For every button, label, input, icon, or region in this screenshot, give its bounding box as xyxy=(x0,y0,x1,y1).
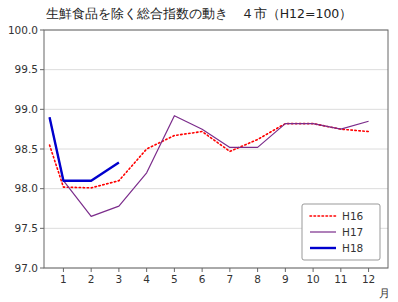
chart-svg: 生鮮食品を除く総合指数の動き ４市（H12=100）97.097.598.098… xyxy=(0,0,398,302)
legend-swatch xyxy=(310,215,336,217)
lines xyxy=(50,116,369,217)
x-tick-label: 6 xyxy=(199,273,206,285)
x-tick-label: 1 xyxy=(60,273,67,285)
x-tick xyxy=(368,268,369,272)
legend-label: H18 xyxy=(342,242,363,254)
series-line xyxy=(50,117,119,180)
x-tick-label: 12 xyxy=(362,273,375,285)
x-tick xyxy=(229,268,230,272)
x-tick xyxy=(285,268,286,272)
x-tick-label: 4 xyxy=(143,273,150,285)
x-tick xyxy=(174,268,175,272)
y-axis: 97.0 97.5 98.0 98.5 99.0 99.5 100.0 xyxy=(8,24,388,274)
y-tick-label: 100.0 xyxy=(8,24,38,36)
grid-line xyxy=(44,109,388,110)
y-tick xyxy=(40,268,44,269)
x-axis-label: 月 xyxy=(379,287,390,299)
grid-line xyxy=(44,69,388,70)
chart-container: 生鮮食品を除く総合指数の動き ４市（H12=100）97.097.598.098… xyxy=(0,0,398,302)
y-tick-label: 97.5 xyxy=(15,222,38,234)
grid-line xyxy=(44,188,388,189)
x-tick xyxy=(63,268,64,272)
title: 生鮮食品を除く総合指数の動き ４市（H12=100） xyxy=(46,6,353,21)
x-tick xyxy=(202,268,203,272)
legend-label: H17 xyxy=(342,226,363,238)
y-tick-label: 98.5 xyxy=(15,143,38,155)
y-tick xyxy=(40,188,44,189)
x-tick-label: 10 xyxy=(306,273,319,285)
x-axis: 123456789101112 xyxy=(60,268,375,285)
x-tick xyxy=(91,268,92,272)
x-tick xyxy=(313,268,314,272)
y-tick xyxy=(40,228,44,229)
x-tick-label: 8 xyxy=(254,273,261,285)
y-tick-label: 99.0 xyxy=(15,103,38,115)
y-tick xyxy=(40,69,44,70)
series-line xyxy=(50,116,369,217)
legend-swatch xyxy=(310,247,336,249)
x-tick-label: 11 xyxy=(334,273,347,285)
x-tick-label: 9 xyxy=(282,273,289,285)
x-tick xyxy=(118,268,119,272)
legend-swatch xyxy=(310,231,336,232)
legend-label: H16 xyxy=(342,210,364,222)
x-tick xyxy=(146,268,147,272)
x-tick xyxy=(257,268,258,272)
x-tick-label: 5 xyxy=(171,273,178,285)
x-tick-label: 2 xyxy=(88,273,95,285)
x-tick xyxy=(340,268,341,272)
grid-line xyxy=(44,149,388,150)
legend: H16 H17 H18 xyxy=(302,204,380,260)
x-tick-label: 3 xyxy=(116,273,123,285)
plot-frame xyxy=(44,30,388,268)
y-tick xyxy=(40,149,44,150)
y-tick-label: 97.0 xyxy=(15,262,38,274)
x-tick-label: 7 xyxy=(227,273,234,285)
legend-box xyxy=(302,204,380,260)
y-tick xyxy=(40,30,44,31)
y-tick-label: 98.0 xyxy=(15,182,38,194)
y-tick-label: 99.5 xyxy=(15,63,38,75)
y-tick xyxy=(40,109,44,110)
